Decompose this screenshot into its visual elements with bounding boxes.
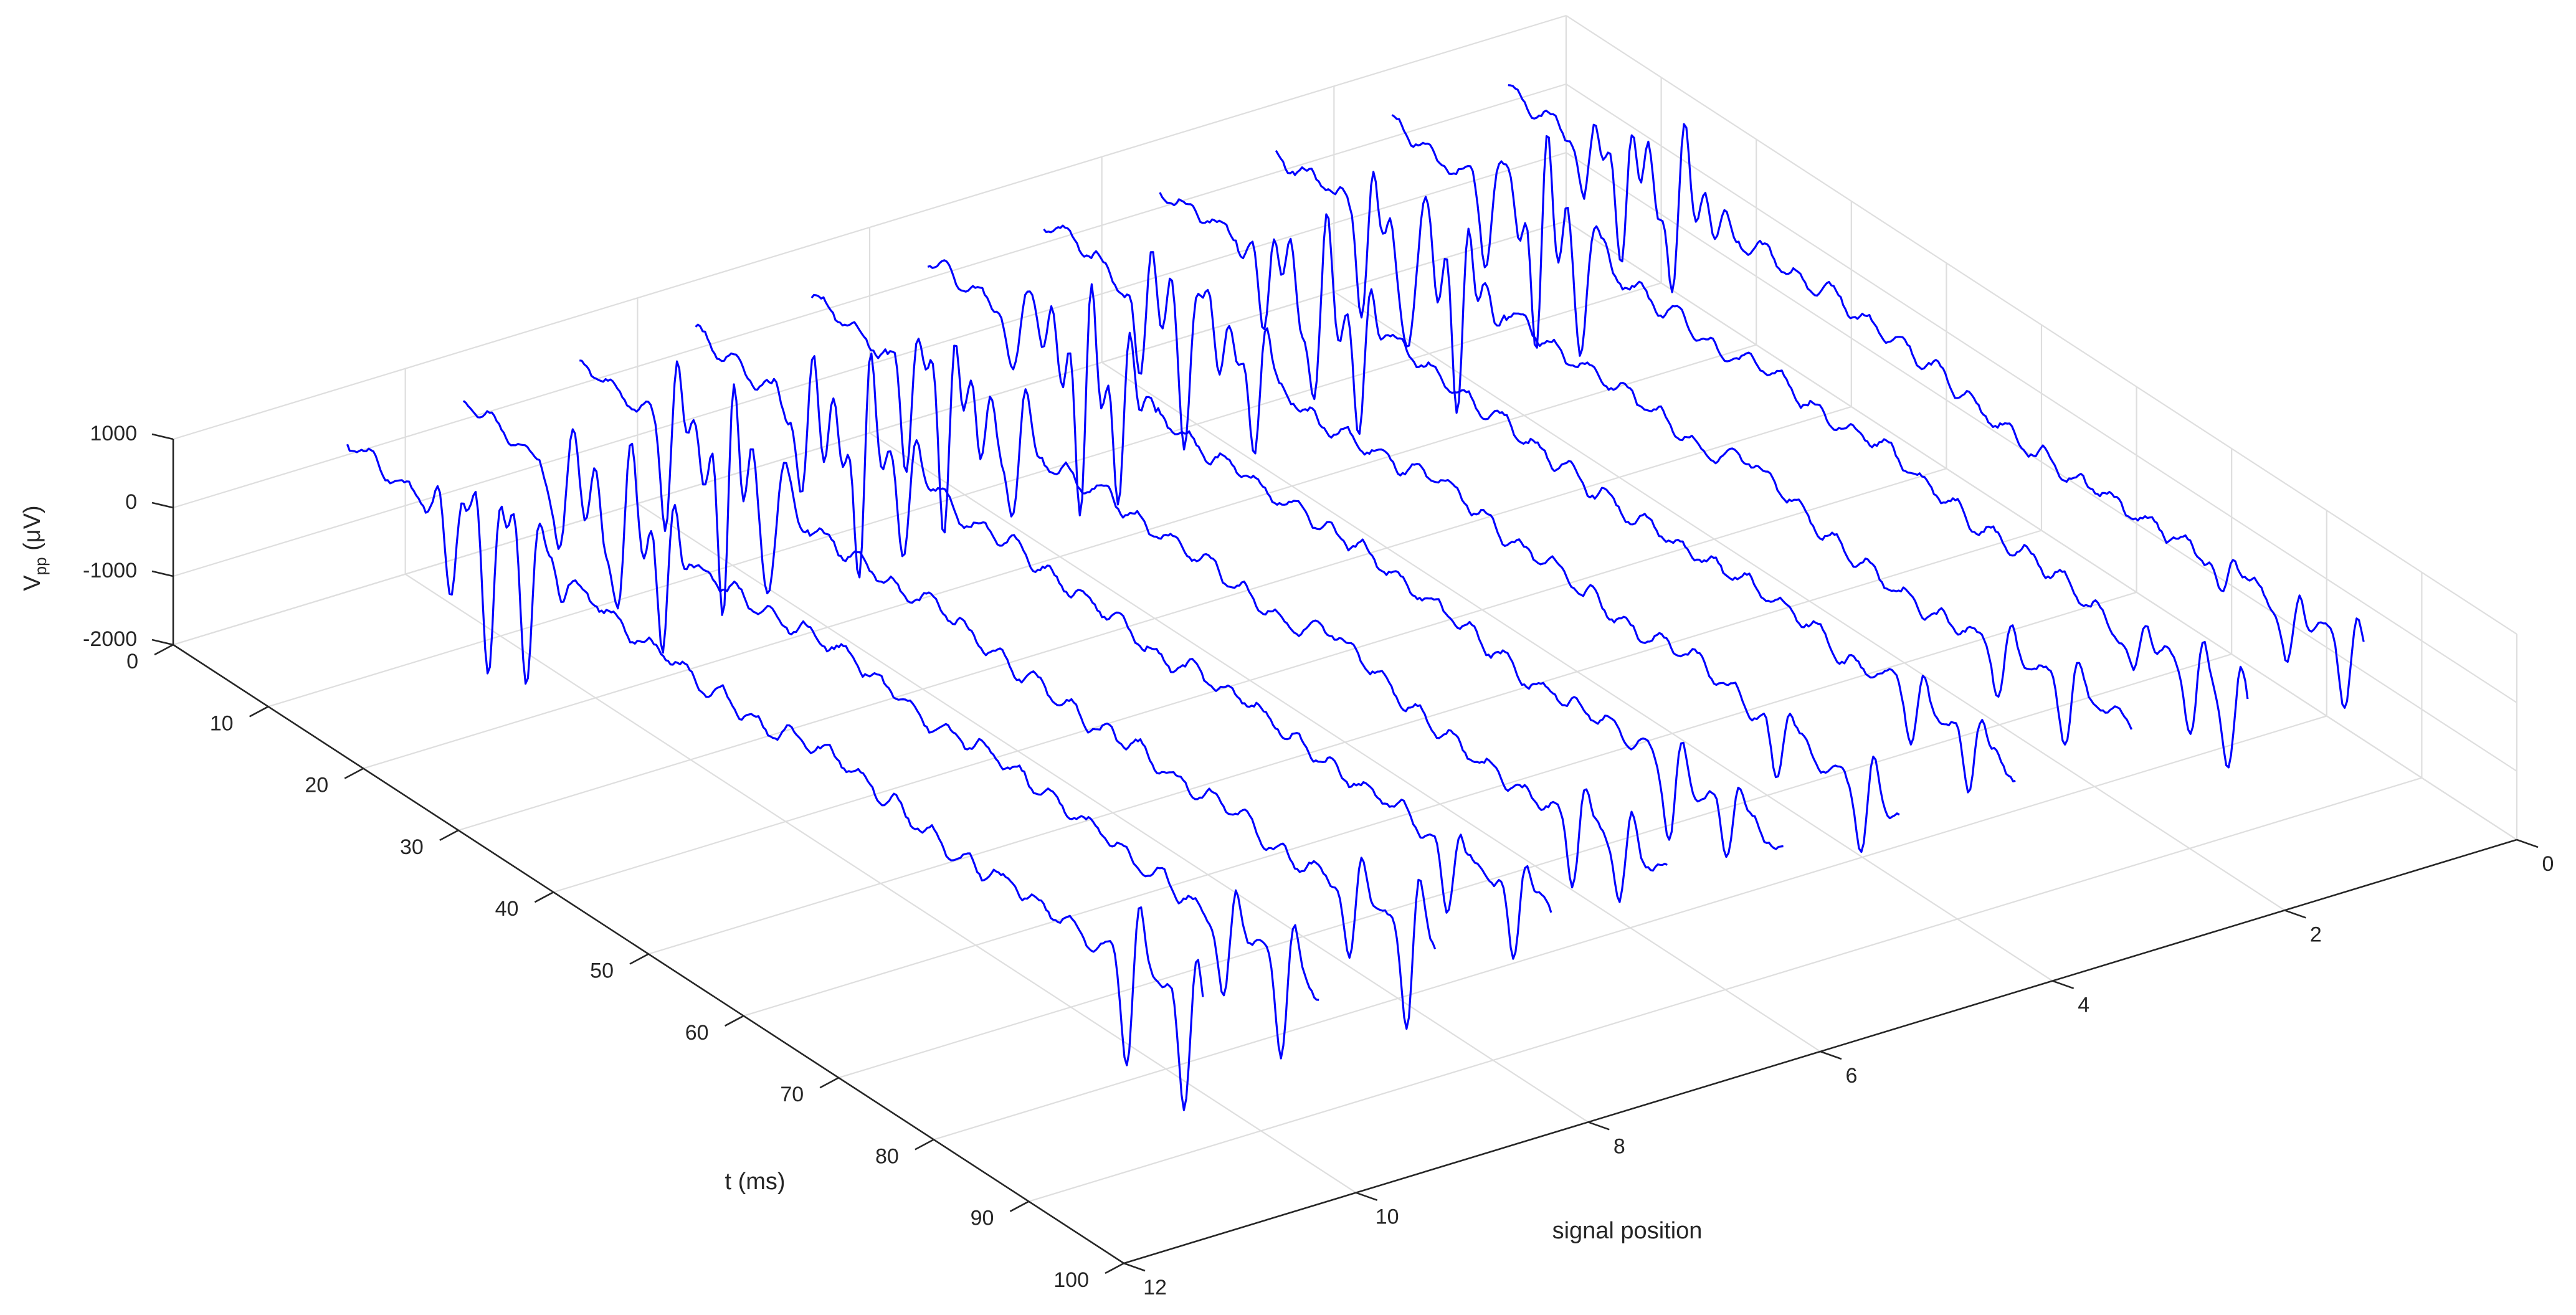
- series-line: [1391, 114, 2249, 769]
- x-tick-mark: [154, 643, 174, 656]
- series-line: [579, 359, 1437, 1030]
- z-tick-label: -1000: [83, 559, 137, 582]
- y-tick-label: 8: [1614, 1134, 1625, 1158]
- axes: [151, 433, 2539, 1275]
- series-line: [1508, 84, 2365, 709]
- y-tick-label: 4: [2078, 994, 2089, 1017]
- x-tick-label: 80: [875, 1144, 899, 1168]
- y-tick-mark: [1356, 1192, 1378, 1201]
- x-tick-label: 0: [126, 650, 138, 673]
- x-tick-label: 50: [590, 959, 614, 983]
- grid-line: [1566, 83, 2517, 703]
- series-line: [1159, 192, 2016, 794]
- grid-line: [637, 503, 1589, 1123]
- svg-text:Vpp (μV): Vpp (μV): [19, 505, 50, 591]
- tick-labels: 0102030405060708090100024681012-2000-100…: [83, 422, 2554, 1299]
- z-tick-mark: [151, 433, 174, 440]
- z-tick-mark: [151, 570, 174, 577]
- z-tick-label: 0: [125, 490, 137, 514]
- series-line: [810, 293, 1668, 903]
- x-tick-label: 30: [400, 835, 424, 859]
- x-tick-mark: [534, 891, 554, 903]
- y-tick-mark: [2052, 980, 2075, 989]
- y-axis-label: signal position: [1552, 1218, 1703, 1244]
- x-tick-label: 60: [685, 1021, 709, 1045]
- y-tick-label: 10: [1376, 1205, 1399, 1229]
- x-tick-label: 90: [971, 1207, 994, 1230]
- y-tick-mark: [1123, 1262, 1146, 1272]
- y-tick-mark: [2284, 909, 2306, 919]
- z-tick-mark: [151, 639, 174, 646]
- grid-layer: [172, 14, 2518, 1265]
- grid-line: [1333, 291, 2285, 911]
- y-tick-label: 6: [1846, 1064, 1858, 1088]
- grid-line: [869, 432, 1821, 1052]
- x-tick-mark: [1009, 1200, 1030, 1212]
- x-tick-mark: [629, 953, 649, 965]
- grid-line: [1566, 15, 2517, 635]
- z-axis-label-sub: pp: [31, 557, 50, 575]
- series-line: [462, 400, 1319, 1060]
- series-line: [1043, 224, 1900, 853]
- y-tick-mark: [1587, 1121, 1610, 1131]
- y-tick-label: 0: [2542, 852, 2554, 876]
- x-tick-mark: [915, 1139, 934, 1151]
- traces: [346, 84, 2365, 1111]
- grid-line: [1566, 152, 2517, 772]
- grid-line: [173, 83, 1567, 509]
- y-tick-label: 2: [2310, 923, 2322, 946]
- x-tick-mark: [344, 767, 364, 779]
- x-tick-mark: [819, 1076, 839, 1089]
- z-axis-label-unit: (μV): [19, 505, 45, 551]
- x-tick-mark: [249, 706, 269, 718]
- series-line: [927, 259, 1784, 858]
- z-axis-label: Vpp (μV): [19, 505, 50, 591]
- y-tick-mark: [1820, 1050, 1842, 1060]
- series-line: [346, 444, 1204, 1111]
- x-tick-label: 20: [305, 774, 328, 797]
- grid-line: [405, 573, 1357, 1194]
- series-line: [695, 323, 1552, 960]
- y-tick-label: 12: [1143, 1276, 1167, 1299]
- x-tick-label: 70: [780, 1083, 804, 1106]
- grid-line: [1101, 361, 2053, 982]
- grid-line: [1566, 221, 2517, 840]
- z-axis-label-main: V: [19, 575, 45, 591]
- y-tick-mark: [2516, 838, 2539, 848]
- x-tick-mark: [724, 1015, 744, 1027]
- z-tick-label: -2000: [83, 627, 137, 651]
- x-tick-label: 100: [1053, 1268, 1089, 1292]
- z-tick-label: 1000: [90, 422, 137, 445]
- series-line: [1275, 150, 2133, 746]
- x-tick-label: 40: [495, 897, 519, 921]
- x-tick-label: 10: [210, 711, 234, 735]
- x-axis-label: t (ms): [725, 1169, 785, 1195]
- x-tick-mark: [439, 829, 459, 842]
- z-tick-mark: [151, 501, 174, 509]
- x-tick-mark: [1105, 1262, 1124, 1275]
- grid-line: [173, 14, 1567, 440]
